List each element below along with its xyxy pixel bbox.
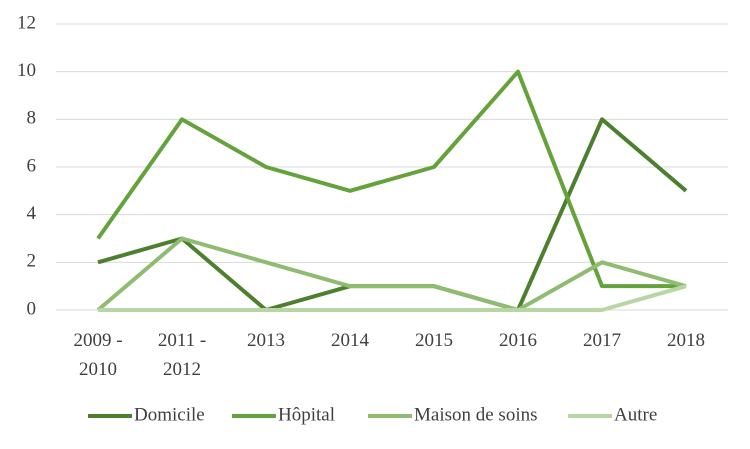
x-tick-label: 2013 — [247, 330, 285, 351]
line-series — [96, 236, 687, 312]
y-tick-label: 2 — [27, 251, 37, 272]
y-tick-label: 0 — [27, 298, 37, 319]
y-tick-label: 10 — [17, 60, 36, 81]
x-tick-label: 2009 - 2010 — [73, 330, 123, 380]
line-series — [96, 69, 686, 289]
legend-label: Hôpital — [278, 404, 335, 425]
line-series — [98, 284, 687, 312]
y-tick-label: 6 — [27, 155, 37, 176]
x-tick-label: 2015 — [415, 330, 453, 351]
x-tick-label: 2014 — [331, 330, 369, 351]
y-tick-label: 4 — [27, 203, 37, 224]
legend-label: Maison de soins — [414, 404, 538, 425]
legend-label: Autre — [614, 404, 657, 425]
y-tick-label: 8 — [27, 108, 37, 129]
x-tick-label: 2017 — [583, 330, 621, 351]
legend-label: Domicile — [134, 404, 205, 425]
x-tick-label: 2018 — [667, 330, 705, 351]
x-tick-label: 2016 — [499, 330, 537, 351]
x-tick-label: 2011 - 2012 — [157, 330, 207, 380]
y-tick-label: 12 — [17, 12, 36, 33]
